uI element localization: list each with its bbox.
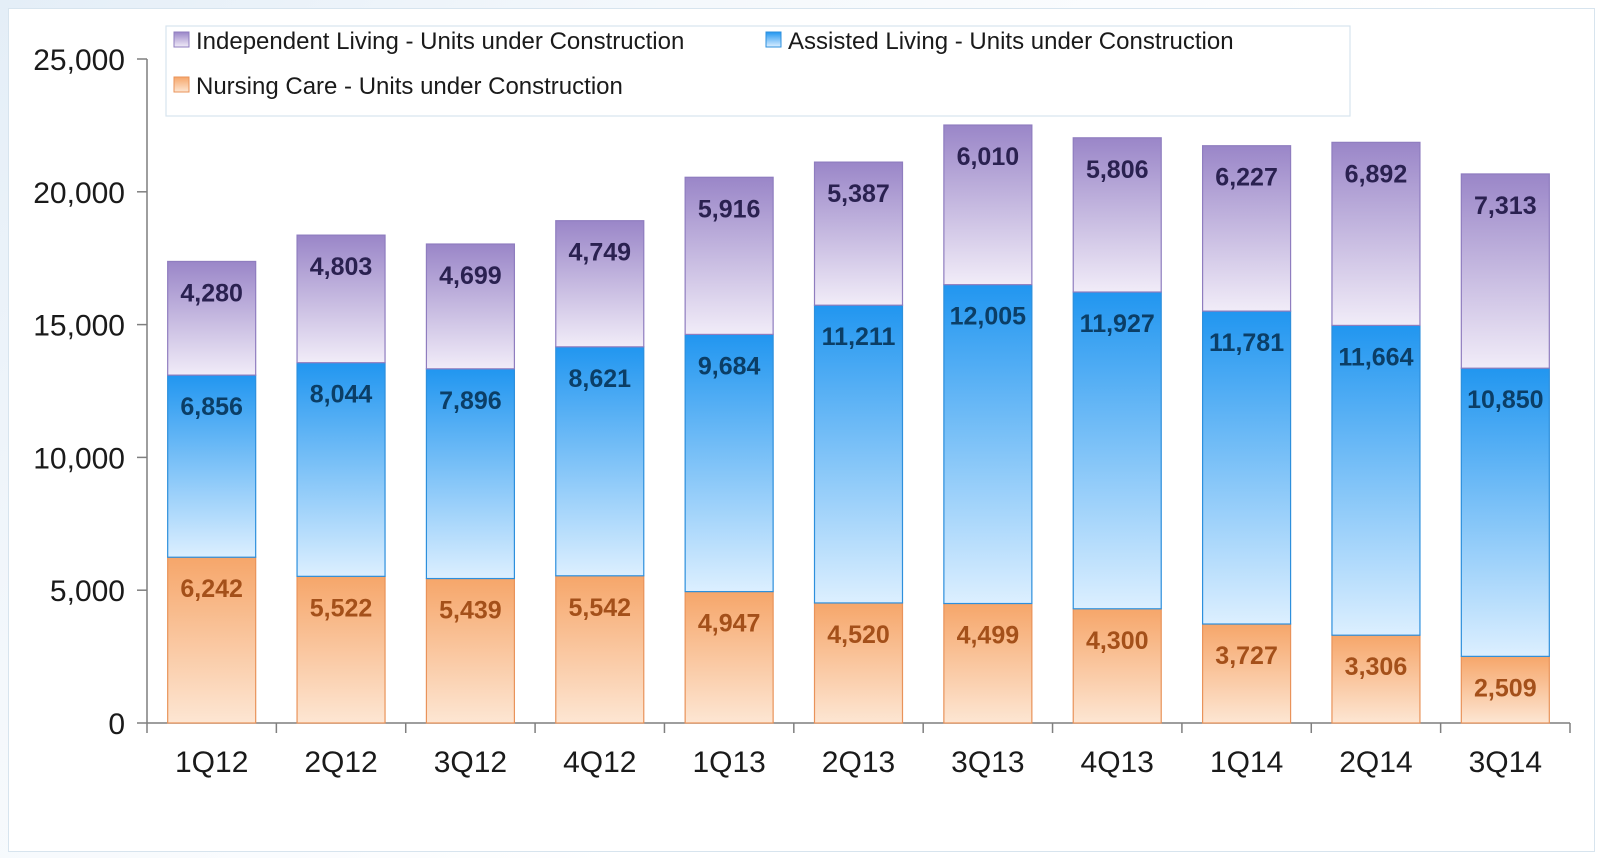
x-tick-label: 1Q14 bbox=[1210, 746, 1283, 779]
bar-segment bbox=[813, 304, 904, 604]
data-label: 5,916 bbox=[698, 195, 761, 223]
legend: Independent Living - Units under Constru… bbox=[165, 25, 1351, 117]
data-label: 5,387 bbox=[827, 180, 890, 208]
data-label: 6,242 bbox=[180, 575, 243, 603]
data-label: 7,896 bbox=[439, 387, 502, 415]
data-label: 6,227 bbox=[1215, 164, 1278, 192]
bar-segment bbox=[1072, 137, 1162, 293]
y-tick-label: 25,000 bbox=[33, 44, 125, 77]
bar-segment bbox=[1201, 145, 1292, 312]
data-label: 4,749 bbox=[568, 239, 631, 267]
legend-swatch bbox=[765, 31, 782, 48]
x-axis: 1Q12 2Q12 3Q12 4Q12 1Q13 2Q13 3Q13 4Q13 1Q14 2Q14… bbox=[146, 722, 1571, 779]
x-tick-label: 2Q13 bbox=[822, 746, 895, 779]
x-tick-label: 1Q13 bbox=[692, 746, 765, 779]
data-label: 10,850 bbox=[1467, 386, 1543, 414]
bar-segment bbox=[296, 234, 386, 364]
data-label: 12,005 bbox=[950, 303, 1027, 331]
data-label: 4,499 bbox=[957, 622, 1020, 650]
legend-swatch bbox=[173, 31, 190, 48]
bar-segment bbox=[555, 346, 645, 577]
data-labels: 6,242 6,856 4,280 5,522 8,044 4,803 5,439 7,896… bbox=[180, 143, 1543, 702]
bar-segment bbox=[813, 161, 904, 306]
bar-segment bbox=[1201, 310, 1292, 625]
bar-segment bbox=[1460, 655, 1550, 724]
bar-segment bbox=[296, 575, 386, 724]
bar-segment bbox=[943, 124, 1033, 286]
x-tick-label: 1Q12 bbox=[175, 746, 248, 779]
x-tick-label: 3Q12 bbox=[434, 746, 507, 779]
y-tick-label: 0 bbox=[108, 708, 125, 741]
bar-segment bbox=[167, 374, 257, 558]
legend-entry: Independent Living - Units under Constru… bbox=[196, 28, 684, 55]
x-tick-label: 4Q12 bbox=[563, 746, 636, 779]
y-tick-label: 5,000 bbox=[50, 575, 125, 608]
bar-segment bbox=[167, 556, 257, 724]
data-label: 3,306 bbox=[1345, 653, 1408, 681]
bar-segment bbox=[296, 362, 386, 577]
data-label: 5,806 bbox=[1086, 156, 1149, 184]
bar-segment bbox=[425, 368, 516, 580]
legend-entry: Assisted Living - Units under Constructi… bbox=[788, 28, 1234, 55]
data-label: 11,211 bbox=[822, 323, 896, 351]
legend-swatch bbox=[173, 76, 190, 93]
bar-segment bbox=[555, 575, 645, 724]
bar-segment bbox=[1460, 367, 1550, 657]
data-label: 4,280 bbox=[180, 279, 243, 307]
bar-segment bbox=[1201, 623, 1292, 724]
bar-segment bbox=[425, 577, 516, 724]
x-tick-label: 3Q13 bbox=[951, 746, 1024, 779]
bars bbox=[167, 124, 1550, 724]
x-tick-label: 2Q14 bbox=[1339, 746, 1412, 779]
data-label: 6,892 bbox=[1345, 160, 1408, 188]
y-tick-label: 20,000 bbox=[33, 177, 125, 210]
x-tick-label: 3Q14 bbox=[1469, 746, 1542, 779]
data-label: 5,439 bbox=[439, 597, 502, 625]
y-axis: 0 5,000 10,000 15,000 20,000 25,000 bbox=[33, 44, 148, 741]
bar-segment bbox=[813, 602, 904, 724]
data-label: 7,313 bbox=[1474, 192, 1537, 220]
bar-segment bbox=[684, 176, 774, 336]
bar-segment bbox=[943, 602, 1033, 724]
data-label: 2,509 bbox=[1474, 674, 1537, 702]
data-label: 3,727 bbox=[1215, 642, 1278, 670]
data-label: 11,927 bbox=[1080, 310, 1155, 338]
data-label: 8,621 bbox=[568, 365, 631, 393]
chart-panel bbox=[8, 8, 1595, 852]
x-tick-label: 4Q13 bbox=[1081, 746, 1154, 779]
bar-segment bbox=[943, 284, 1033, 605]
bar-segment bbox=[1460, 173, 1550, 369]
bar-segment bbox=[555, 220, 645, 348]
data-label: 6,856 bbox=[180, 393, 243, 421]
bar-segment bbox=[1331, 324, 1421, 636]
bar-segment bbox=[684, 333, 774, 593]
y-tick-label: 15,000 bbox=[33, 310, 125, 343]
legend-box bbox=[165, 25, 1351, 117]
data-label: 8,044 bbox=[310, 381, 373, 409]
data-label: 5,542 bbox=[568, 594, 631, 622]
data-label: 4,699 bbox=[439, 262, 502, 290]
bar-segment bbox=[1331, 141, 1421, 326]
data-label: 6,010 bbox=[957, 143, 1020, 171]
bar-segment bbox=[425, 243, 516, 370]
data-label: 11,664 bbox=[1338, 343, 1413, 371]
data-label: 4,803 bbox=[310, 253, 373, 281]
data-label: 5,522 bbox=[310, 594, 373, 622]
data-label: 9,684 bbox=[698, 352, 761, 380]
data-label: 11,781 bbox=[1209, 329, 1284, 357]
bar-segment bbox=[1072, 291, 1162, 610]
data-label: 4,947 bbox=[698, 610, 761, 638]
bar-segment bbox=[167, 260, 257, 376]
legend-entry: Nursing Care - Units under Construction bbox=[196, 73, 623, 100]
x-tick-label: 2Q12 bbox=[304, 746, 377, 779]
data-label: 4,520 bbox=[827, 621, 890, 649]
data-label: 4,300 bbox=[1086, 627, 1149, 655]
bar-segment bbox=[684, 591, 774, 724]
y-tick-label: 10,000 bbox=[33, 442, 125, 475]
